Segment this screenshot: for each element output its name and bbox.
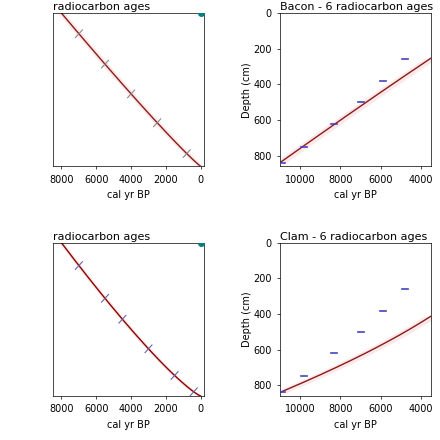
Y-axis label: Depth (cm): Depth (cm): [242, 62, 252, 117]
Text: Clam - 6 radiocarbon ages: Clam - 6 radiocarbon ages: [280, 232, 427, 242]
Text: radiocarbon ages: radiocarbon ages: [53, 3, 150, 12]
Text: Bacon - 6 radiocarbon ages: Bacon - 6 radiocarbon ages: [280, 3, 433, 12]
X-axis label: cal yr BP: cal yr BP: [334, 190, 377, 200]
Text: radiocarbon ages: radiocarbon ages: [53, 232, 150, 242]
X-axis label: cal yr BP: cal yr BP: [107, 190, 150, 200]
X-axis label: cal yr BP: cal yr BP: [107, 420, 150, 430]
Y-axis label: Depth (cm): Depth (cm): [242, 292, 252, 347]
X-axis label: cal yr BP: cal yr BP: [334, 420, 377, 430]
